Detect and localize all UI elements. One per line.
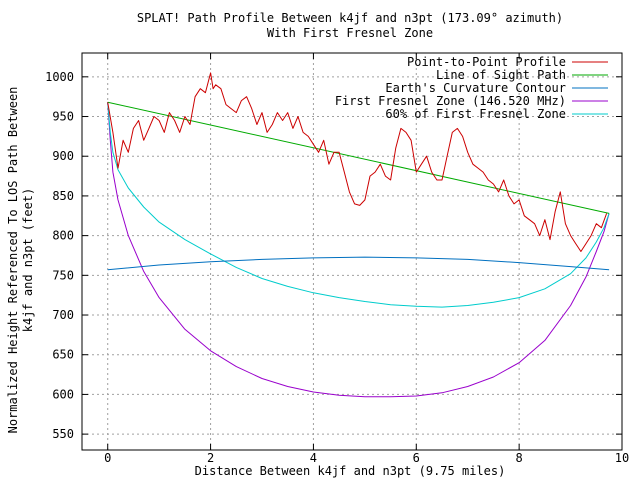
y-tick-label: 850	[52, 189, 74, 203]
x-tick-label: 2	[207, 451, 214, 465]
legend-label: First Fresnel Zone (146.520 MHz)	[335, 94, 566, 108]
y-axis-label-line1: Normalized Height Referenced To LOS Path…	[6, 87, 20, 434]
x-axis-ticks: 0 2 4 6 8 10	[104, 53, 629, 465]
series-lines	[107, 72, 610, 398]
series-line-2	[107, 256, 610, 271]
series-line-3	[107, 102, 610, 398]
plot-frame	[81, 52, 623, 451]
y-tick-label: 800	[52, 229, 74, 243]
y-tick-label: 550	[52, 427, 74, 441]
y-tick-label: 650	[52, 348, 74, 362]
legend-label: Line of Sight Path	[436, 68, 566, 82]
y-tick-label: 750	[52, 268, 74, 282]
y-tick-label: 900	[52, 149, 74, 163]
series-line-0	[107, 72, 608, 252]
series-line-1	[107, 101, 610, 214]
x-tick-label: 6	[413, 451, 420, 465]
x-axis-label: Distance Between k4jf and n3pt (9.75 mil…	[195, 464, 506, 478]
y-axis-label-line2: k4jf and n3pt (feet)	[21, 188, 35, 333]
y-tick-label: 1000	[45, 70, 74, 84]
legend-label: 60% of First Fresnel Zone	[385, 107, 566, 121]
x-tick-label: 4	[310, 451, 317, 465]
y-tick-label: 950	[52, 110, 74, 124]
legend-label: Earth's Curvature Contour	[385, 81, 566, 95]
legend-label: Point-to-Point Profile	[407, 55, 566, 69]
y-tick-label: 700	[52, 308, 74, 322]
x-tick-label: 8	[516, 451, 523, 465]
y-axis-ticks: 550 600 650 700 750 800 850 900 950 1000	[45, 70, 622, 441]
series-line-4	[107, 102, 610, 308]
y-tick-label: 600	[52, 387, 74, 401]
chart-title-line1: SPLAT! Path Profile Between k4jf and n3p…	[137, 11, 563, 25]
x-tick-label: 0	[104, 451, 111, 465]
x-tick-label: 10	[615, 451, 629, 465]
chart-title-line2: With First Fresnel Zone	[267, 26, 433, 40]
